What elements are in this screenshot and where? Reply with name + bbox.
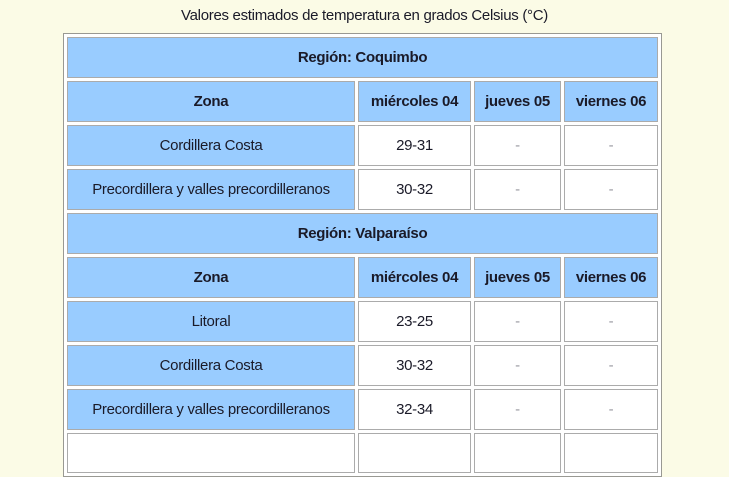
- dash-cell: -: [474, 389, 561, 430]
- col-header-viernes-06: viernes 06: [564, 257, 659, 298]
- zona-cell: Precordillera y valles precordilleranos: [67, 169, 355, 210]
- zona-cell: Litoral: [67, 301, 355, 342]
- dash-cell: -: [564, 345, 659, 386]
- cutoff-cell: [358, 433, 471, 473]
- table-row: Cordillera Costa 30-32 - -: [67, 345, 659, 386]
- cutoff-cell: [564, 433, 659, 473]
- zona-cell: Cordillera Costa: [67, 125, 355, 166]
- dash-cell: -: [474, 301, 561, 342]
- cutoff-cell: [474, 433, 561, 473]
- value-cell: 23-25: [358, 301, 471, 342]
- col-header-jueves-05: jueves 05: [474, 257, 561, 298]
- dash-cell: -: [564, 389, 659, 430]
- dash-cell: -: [474, 345, 561, 386]
- dash-cell: -: [564, 125, 659, 166]
- col-header-zona: Zona: [67, 81, 355, 122]
- dash-cell: -: [474, 125, 561, 166]
- table-row: Precordillera y valles precordilleranos …: [67, 389, 659, 430]
- table-row: Litoral 23-25 - -: [67, 301, 659, 342]
- col-header-miercoles-04: miércoles 04: [358, 257, 471, 298]
- zona-cell: Precordillera y valles precordilleranos: [67, 389, 355, 430]
- column-header-row: Zona miércoles 04 jueves 05 viernes 06: [67, 257, 659, 298]
- col-header-viernes-06: viernes 06: [564, 81, 659, 122]
- value-cell: 30-32: [358, 169, 471, 210]
- value-cell: 29-31: [358, 125, 471, 166]
- table-row: Precordillera y valles precordilleranos …: [67, 169, 659, 210]
- temperature-table: Región: Coquimbo Zona miércoles 04 jueve…: [63, 33, 663, 477]
- col-header-jueves-05: jueves 05: [474, 81, 561, 122]
- cutoff-cell: [67, 433, 355, 473]
- region-header-coquimbo: Región: Coquimbo: [67, 37, 659, 78]
- table-row-cutoff: [67, 433, 659, 473]
- dash-cell: -: [564, 301, 659, 342]
- col-header-zona: Zona: [67, 257, 355, 298]
- zona-cell: Cordillera Costa: [67, 345, 355, 386]
- col-header-miercoles-04: miércoles 04: [358, 81, 471, 122]
- value-cell: 30-32: [358, 345, 471, 386]
- page-title: Valores estimados de temperatura en grad…: [181, 7, 548, 24]
- value-cell: 32-34: [358, 389, 471, 430]
- dash-cell: -: [474, 169, 561, 210]
- region-header-row-coquimbo: Región: Coquimbo: [67, 37, 659, 78]
- region-header-valparaiso: Región: Valparaíso: [67, 213, 659, 254]
- dash-cell: -: [564, 169, 659, 210]
- column-header-row: Zona miércoles 04 jueves 05 viernes 06: [67, 81, 659, 122]
- table-row: Cordillera Costa 29-31 - -: [67, 125, 659, 166]
- region-header-row-valparaiso: Región: Valparaíso: [67, 213, 659, 254]
